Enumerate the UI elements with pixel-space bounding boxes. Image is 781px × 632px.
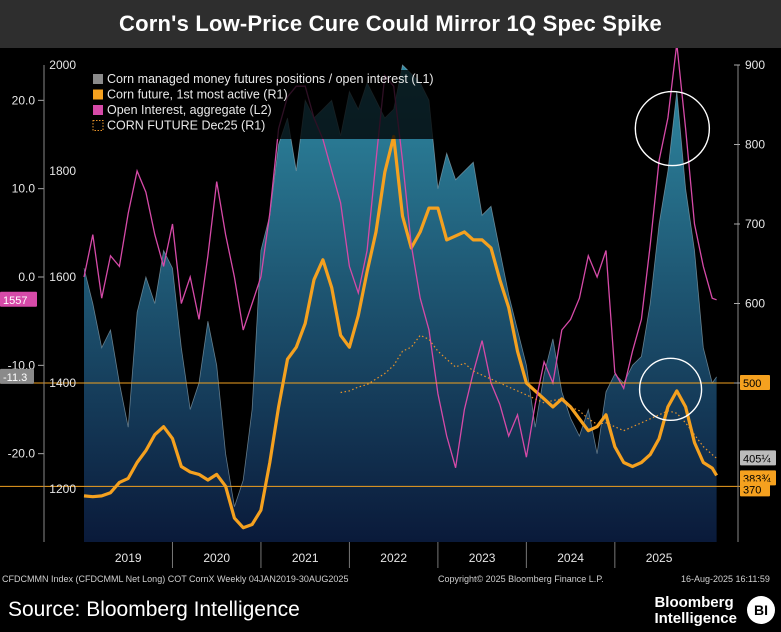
tag-r1-ref-low: 370 [743, 484, 761, 496]
chart-title: Corn's Low-Price Cure Could Mirror 1Q Sp… [119, 11, 662, 36]
l2-tick-label: 1600 [49, 270, 76, 284]
bi-badge: BI [747, 596, 775, 624]
tag-l2-last: 1557 [3, 295, 27, 307]
l2-tick-label: 1400 [49, 376, 76, 390]
title-bar: Corn's Low-Price Cure Could Mirror 1Q Sp… [0, 0, 781, 48]
r1-tick-label: 600 [745, 297, 765, 311]
x-tick-label: 2020 [203, 551, 230, 565]
chart-area: 20.0 10.0 0.0 -10.0 -20.0 2000 1800 1600 1400 120… [0, 48, 781, 572]
footer-notes: CFDCMMN Index (CFDCMML Net Long) COT Cor… [0, 574, 781, 586]
series-line-corn-dec25 [340, 334, 717, 459]
x-tick-label: 2023 [469, 551, 496, 565]
x-tick-label: 2022 [380, 551, 407, 565]
tag-l1-last: -11.3 [3, 372, 27, 384]
series-outline-mm-positions [83, 64, 717, 507]
brand-line-2: Intelligence [654, 610, 737, 627]
tag-r1-ref-low-bg [740, 481, 770, 497]
chart-svg: 20.010.00.0-10.0-20.02000180016001400120… [0, 48, 776, 568]
tag-r1-dec25: 405¼ [743, 453, 771, 465]
legend-label: Corn managed money futures positions / o… [107, 72, 434, 86]
series-area-mm-positions [84, 65, 717, 542]
brand-line-1: Bloomberg [654, 594, 734, 611]
r1-tick-label: 800 [745, 138, 765, 152]
tag-l2-last-bg [0, 291, 37, 307]
x-tick-label: 2021 [292, 551, 319, 565]
x-tick-label: 2019 [115, 551, 142, 565]
tag-r1-ref-high: 500 [743, 378, 761, 390]
l2-tick-label: 1200 [49, 482, 76, 496]
legend-label: CORN FUTURE Dec25 (R1) [107, 119, 265, 133]
legend-swatch [93, 105, 103, 115]
tag-r1-ref-high-bg [740, 375, 770, 390]
l1-tick-label: 10.0 [12, 182, 36, 196]
l1-tick-label: 20.0 [12, 93, 36, 107]
x-tick-label: 2024 [557, 551, 584, 565]
tag-l1-last-bg [0, 368, 34, 384]
series-line-open-interest [83, 48, 717, 468]
l2-tick-label: 1800 [49, 164, 76, 178]
timestamp: 16-Aug-2025 16:11:59 [681, 574, 770, 584]
legend-swatch [92, 120, 104, 131]
index-note: CFDCMMN Index (CFDCMML Net Long) COT Cor… [2, 574, 349, 584]
series-line-corn-future [83, 134, 718, 530]
l2-tick-label: 2000 [49, 58, 76, 72]
tag-r1-dec25-bg [740, 450, 776, 466]
legend-label: Corn future, 1st most active (R1) [107, 88, 288, 102]
legend-swatch [93, 74, 103, 84]
r1-tick-label: 900 [745, 58, 765, 72]
legend-box [88, 70, 500, 139]
l1-tick-label: -20.0 [8, 447, 36, 461]
footer-bar: Source: Bloomberg Intelligence Bloomberg… [0, 588, 781, 632]
highlight-circle-open-interest [634, 90, 711, 167]
highlight-circle-price [638, 357, 703, 422]
legend-label: Open Interest, aggregate (L2) [107, 103, 272, 117]
copyright-note: Copyright© 2025 Bloomberg Finance L.P. [438, 574, 604, 584]
source-text: Source: Bloomberg Intelligence [8, 598, 300, 621]
brand-logo: Bloomberg Intelligence [654, 595, 737, 627]
r1-tick-label: 700 [745, 217, 765, 231]
x-tick-label: 2025 [646, 551, 673, 565]
l1-tick-label: 0.0 [18, 270, 35, 284]
legend-swatch [93, 89, 103, 100]
